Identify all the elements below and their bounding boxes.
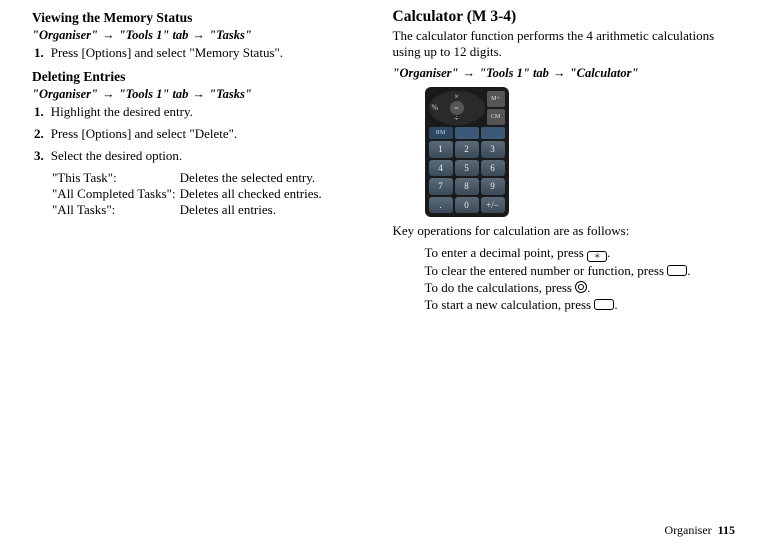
step-2-delete: 2.Press [Options] and select "Delete". — [32, 126, 375, 142]
left-column: Viewing the Memory Status "Organiser" → … — [32, 8, 375, 314]
keyops-intro: Key operations for calculation are as fo… — [393, 223, 736, 239]
nav-path-tasks-1: "Organiser" → "Tools 1" tab → "Tasks" — [32, 28, 375, 43]
heading-viewing-memory: Viewing the Memory Status — [32, 10, 375, 26]
center-key-icon — [575, 281, 587, 293]
star-key-icon: ＊ — [587, 251, 607, 262]
delete-option-this-task: "This Task": Deletes the selected entry. — [52, 170, 322, 186]
heading-calculator: Calculator (M 3-4) — [393, 8, 736, 26]
calc-keypad: 1 2 3 4 5 6 7 8 9 . 0 +/− — [429, 141, 505, 213]
calculator-graphic: × ÷ % = M+ CM RM 1 2 3 4 — [425, 87, 509, 217]
page-content: Viewing the Memory Status "Organiser" → … — [0, 0, 767, 314]
page-footer: Organiser 115 — [665, 523, 735, 538]
back-key-icon — [594, 299, 614, 310]
keyop-decimal: To enter a decimal point, press ＊. — [425, 245, 736, 262]
step-3-delete: 3.Select the desired option. — [32, 148, 375, 164]
clear-key-icon — [667, 265, 687, 276]
keyop-calc: To do the calculations, press . — [425, 280, 736, 296]
calc-rm-row: RM — [429, 127, 505, 139]
calculator-intro: The calculator function performs the 4 a… — [393, 28, 736, 60]
calc-mplus: M+ — [487, 91, 505, 107]
keyops-list: To enter a decimal point, press ＊. To cl… — [393, 245, 736, 313]
keyop-clear: To clear the entered number or function,… — [425, 263, 736, 279]
nav-path-calculator: "Organiser" → "Tools 1" tab → "Calculato… — [393, 66, 736, 81]
delete-option-completed: "All Completed Tasks": Deletes all check… — [52, 186, 322, 202]
step-1-memory: 1.Press [Options] and select "Memory Sta… — [32, 45, 375, 61]
calc-cm: CM — [487, 109, 505, 125]
nav-path-tasks-2: "Organiser" → "Tools 1" tab → "Tasks" — [32, 87, 375, 102]
step-1-delete: 1.Highlight the desired entry. — [32, 104, 375, 120]
heading-deleting-entries: Deleting Entries — [32, 69, 375, 85]
right-column: Calculator (M 3-4) The calculator functi… — [393, 8, 736, 314]
keyop-new: To start a new calculation, press . — [425, 297, 736, 313]
calc-dpad: × ÷ % = — [429, 91, 485, 125]
delete-options: "This Task": Deletes the selected entry.… — [32, 170, 375, 218]
delete-option-all: "All Tasks": Deletes all entries. — [52, 202, 322, 218]
